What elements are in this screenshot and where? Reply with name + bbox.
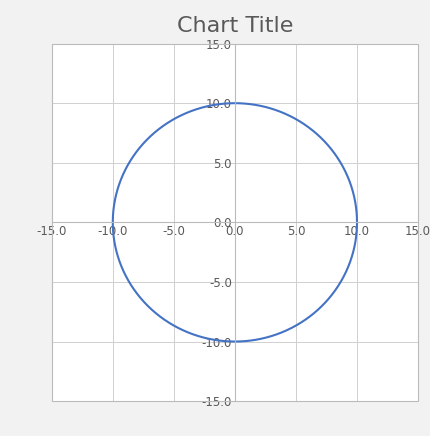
Title: Chart Title: Chart Title — [176, 17, 292, 37]
